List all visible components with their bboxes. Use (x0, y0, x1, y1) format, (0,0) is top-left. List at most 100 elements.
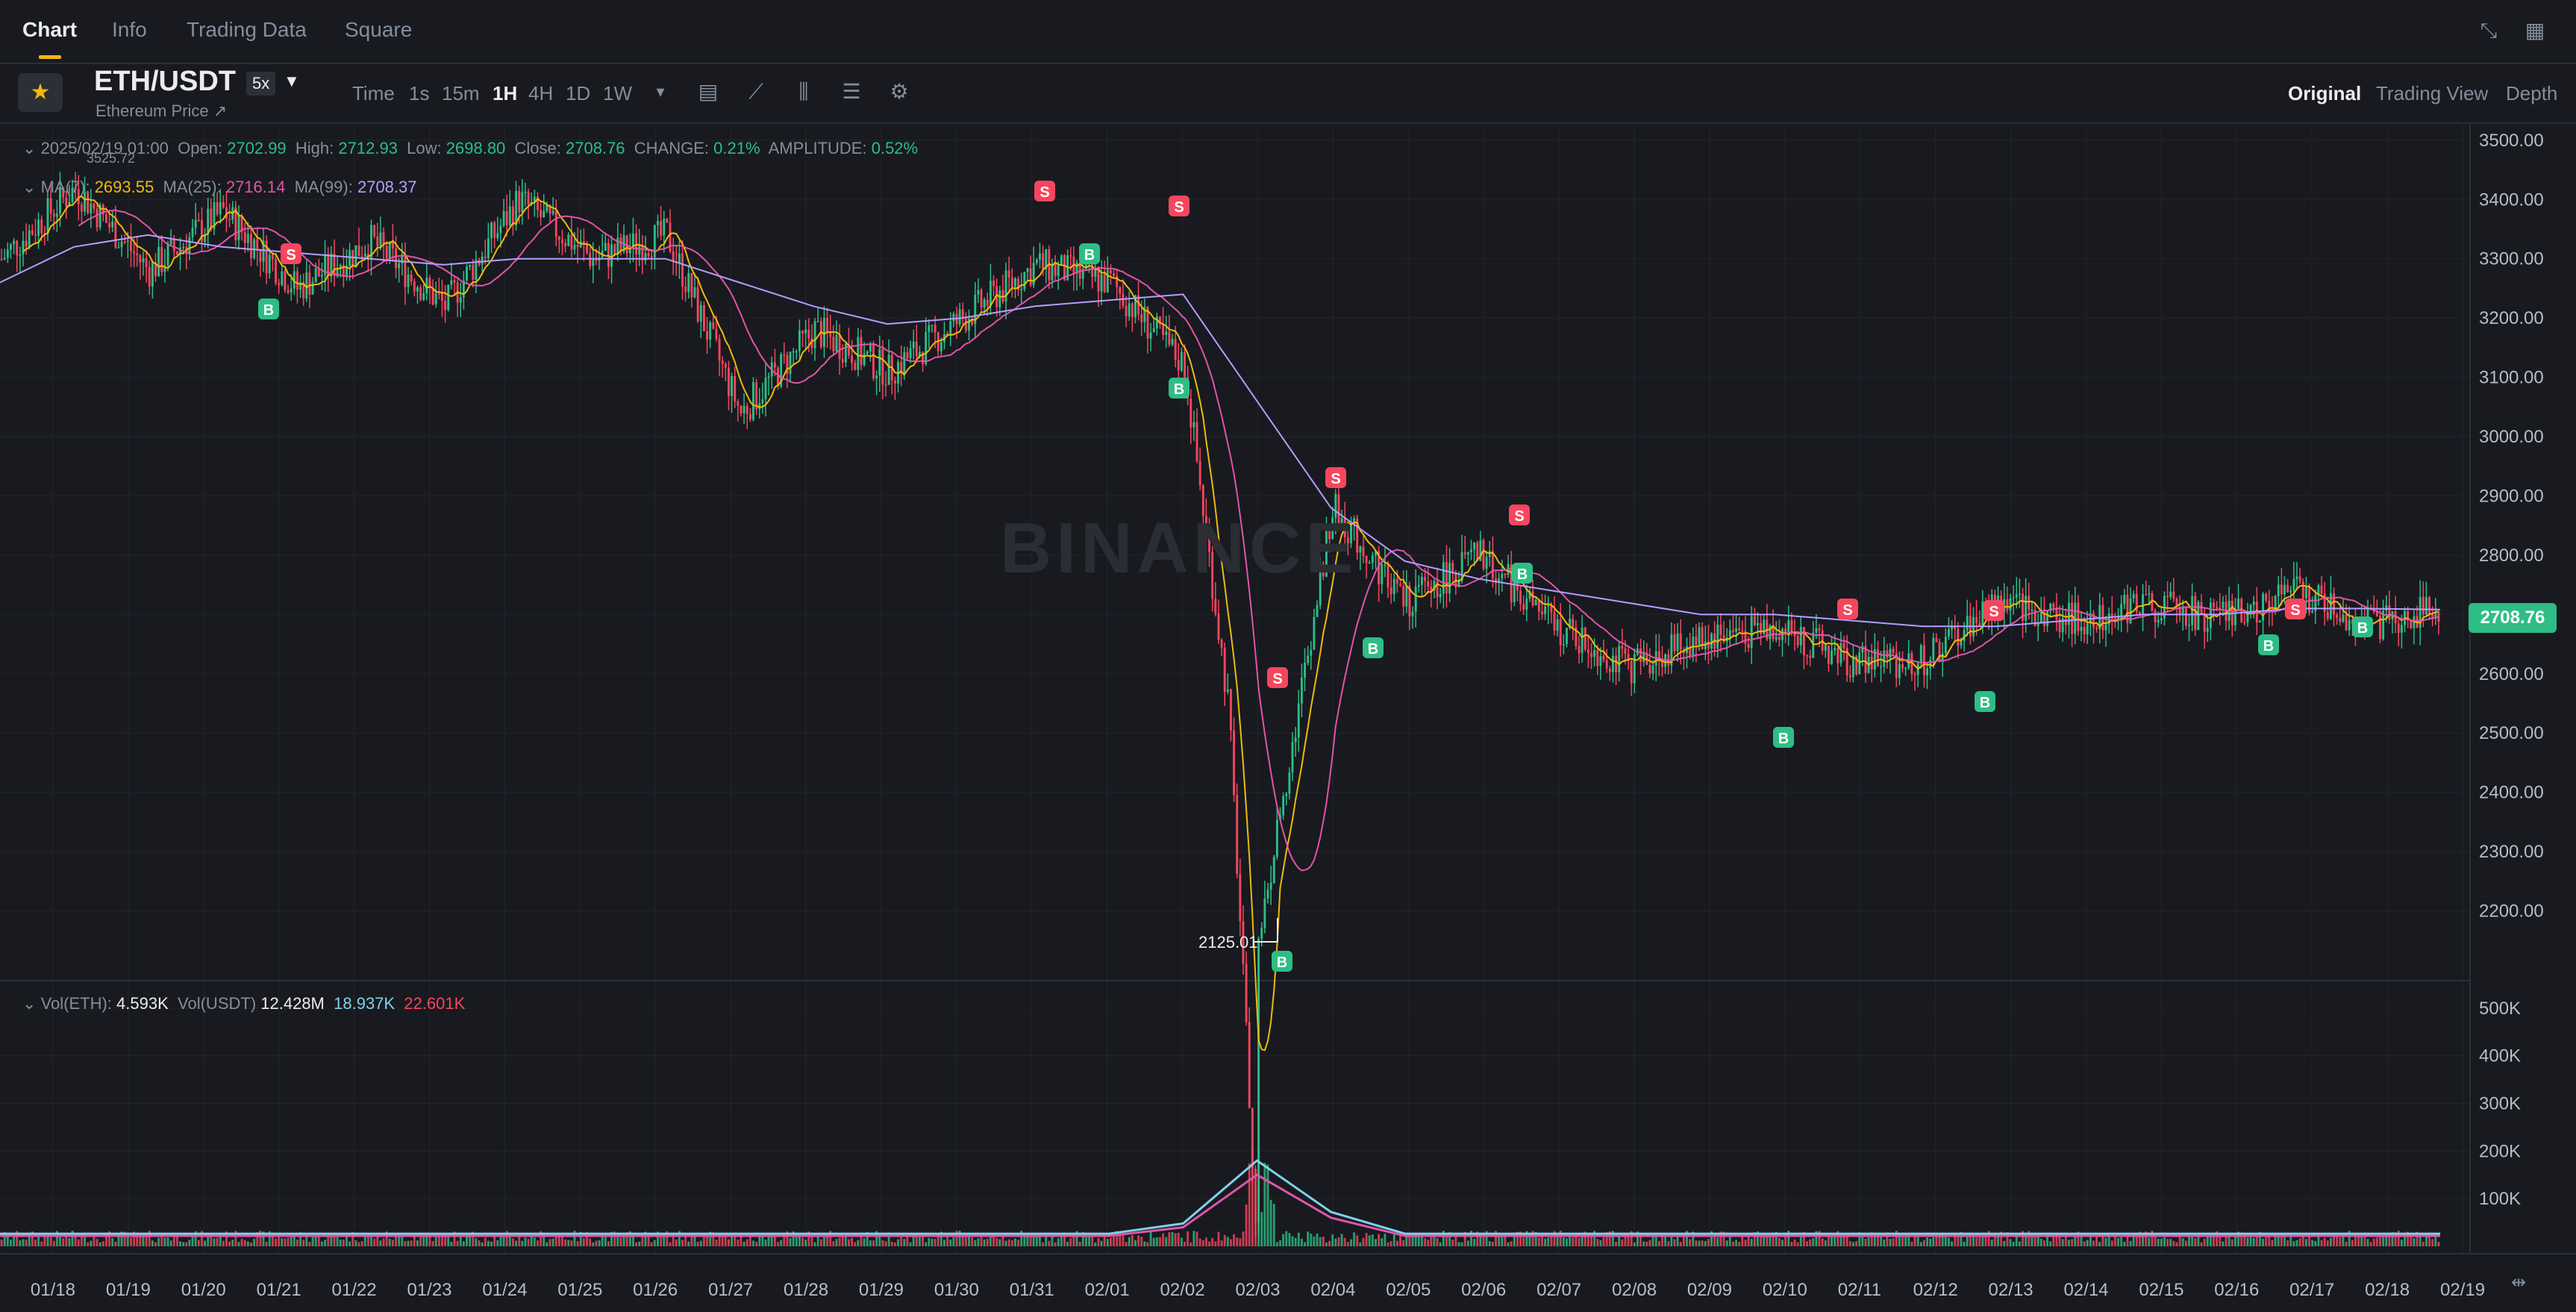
volume-bar (55, 1231, 58, 1246)
candle-body (1245, 963, 1248, 1022)
price-axis-label: 2200.00 (2479, 902, 2544, 922)
candle-body (2015, 594, 2018, 598)
volume-bar (1698, 1240, 1701, 1246)
volume-bar (619, 1237, 622, 1246)
candle-body (1544, 606, 1547, 614)
volume-bar (1747, 1235, 1750, 1246)
timeframe-15m[interactable]: 15m (442, 82, 480, 104)
volume-bar (832, 1241, 835, 1246)
volume-bar (1204, 1237, 1207, 1246)
tab-chart[interactable]: Chart (22, 18, 78, 41)
volume-bar (1275, 1242, 1278, 1246)
volume-bar (934, 1238, 937, 1246)
settings-gear-icon[interactable]: ⚙ (890, 80, 909, 103)
price-axis-label: 3300.00 (2479, 249, 2544, 269)
volume-bar (487, 1240, 490, 1246)
volume-bar (1670, 1233, 1673, 1246)
volume-bar (2437, 1241, 2440, 1246)
volume-bar (305, 1234, 308, 1246)
volume-bar (1100, 1240, 1103, 1246)
timeframe-time[interactable]: Time (352, 82, 395, 104)
candle-body (59, 187, 61, 214)
candle-body (2009, 598, 2012, 610)
volume-bar (2280, 1233, 2283, 1246)
candle-body (681, 253, 684, 287)
volume-bar (1389, 1240, 1392, 1246)
candle-body (755, 382, 758, 410)
volume-bar (1760, 1234, 1763, 1246)
candle-body (1106, 270, 1109, 293)
indicator-icon[interactable]: ⟋ (748, 80, 763, 103)
price-axis-label: 3500.00 (2479, 131, 2544, 151)
candle-body (1269, 882, 1272, 890)
view-depth[interactable]: Depth (2506, 82, 2558, 104)
timeframe-1h[interactable]: 1H (493, 82, 518, 104)
volume-bar (357, 1242, 360, 1246)
volume-bar (1608, 1231, 1611, 1246)
volume-bar (857, 1240, 860, 1246)
chart-type-icon[interactable]: ⫼ (798, 80, 809, 103)
ohlc-collapse-chevron-icon[interactable]: ⌄ (22, 139, 37, 157)
candle-body (324, 254, 327, 275)
candle-body (1427, 581, 1430, 587)
pair-subtitle-link[interactable]: Ethereum Price ↗ (96, 101, 228, 120)
candle-body (1747, 643, 1750, 649)
drawing-tools-icon[interactable]: ☰ (842, 80, 861, 103)
volume-bar (2104, 1237, 2107, 1246)
candle-body (1399, 584, 1401, 586)
timeframe-1d[interactable]: 1D (566, 82, 591, 104)
candle-body (1951, 626, 1954, 630)
candle-body (1760, 622, 1763, 634)
layout-grid-icon[interactable]: ▦ (2525, 19, 2545, 42)
favorite-star-icon[interactable]: ★ (18, 73, 63, 112)
volume-bar (1516, 1231, 1519, 1246)
timeframe-1s[interactable]: 1s (409, 82, 430, 104)
volume-bar (1405, 1232, 1408, 1246)
volume-bar (1639, 1234, 1642, 1246)
view-trading-view[interactable]: Trading View (2376, 82, 2489, 104)
candle-body (2311, 610, 2314, 613)
time-axis-settings-icon[interactable]: ⇹ (2510, 1272, 2527, 1293)
timeframe-4h[interactable]: 4H (528, 82, 554, 104)
volume-bar (807, 1231, 810, 1246)
candle-body (586, 245, 588, 254)
sell-marker-label: S (1842, 602, 1852, 619)
volume-bar (2043, 1240, 2045, 1246)
volume-bar (1910, 1241, 1913, 1246)
date-axis-label: 01/26 (633, 1280, 678, 1300)
candle-body (545, 204, 548, 211)
volume-bar (1180, 1237, 1183, 1246)
view-original[interactable]: Original (2288, 82, 2362, 104)
volume-bar (330, 1233, 333, 1246)
candle-body (234, 207, 237, 240)
volume-bar (2077, 1231, 2080, 1246)
tab-info[interactable]: Info (112, 18, 147, 41)
ma-collapse-chevron-icon[interactable]: ⌄ (22, 178, 37, 196)
candlestick-series (0, 172, 2440, 1236)
candle-body (1861, 646, 1864, 653)
leverage-badge[interactable]: 5x (246, 72, 276, 96)
volume-bar (1343, 1237, 1346, 1246)
more-timeframes-chevron-icon[interactable]: ▾ (656, 82, 665, 101)
candle-body (2243, 622, 2246, 624)
tab-trading-data[interactable]: Trading Data (187, 18, 307, 41)
candle-body (595, 258, 598, 261)
collapse-icon[interactable]: ⤡ (2480, 19, 2498, 42)
volume-collapse-chevron-icon[interactable]: ⌄ (22, 994, 37, 1013)
volume-bar (478, 1240, 481, 1246)
candle-body (1417, 584, 1420, 587)
volume-bar (1319, 1237, 1322, 1246)
pair-dropdown-icon[interactable]: ▼ (284, 72, 300, 90)
volume-bar (1408, 1236, 1411, 1246)
calendar-icon[interactable]: ▤ (698, 80, 719, 103)
candle-body (548, 204, 551, 214)
candle-body (1676, 633, 1679, 652)
pair-title[interactable]: ETH/USDT (94, 66, 236, 97)
volume-bar (1593, 1231, 1596, 1246)
candle-body (462, 280, 465, 298)
tab-square[interactable]: Square (345, 18, 413, 41)
volume-bar (601, 1234, 604, 1246)
volume-bar (1963, 1241, 1966, 1246)
timeframe-1w[interactable]: 1W (603, 82, 632, 104)
